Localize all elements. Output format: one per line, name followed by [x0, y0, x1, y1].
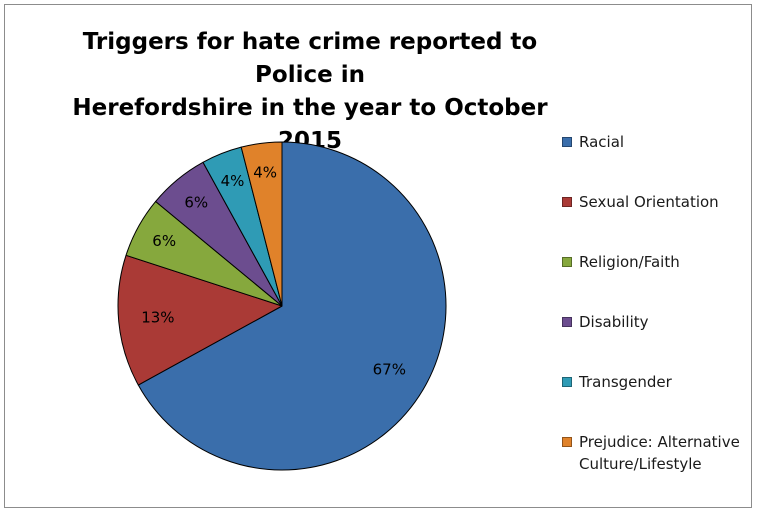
legend-label-religion-faith: Religion/Faith [579, 253, 680, 271]
legend-swatch-prejudice-alternative-culture [562, 437, 572, 447]
legend-item-sexual-orientation: Sexual Orientation [562, 188, 752, 248]
legend-swatch-disability [562, 317, 572, 327]
pie-label-prejudice-alternative-culture-lifestyle: 4% [253, 164, 277, 182]
chart-title-line-1: Triggers for hate crime reported to Poli… [82, 29, 538, 88]
chart-title: Triggers for hate crime reported to Poli… [40, 26, 580, 158]
pie-slice-prejudice-alternative-culture-lifestyle [240, 141, 283, 307]
pie-label-sexual-orientation: 13% [141, 309, 174, 327]
legend-item-racial: Racial [562, 128, 752, 188]
pie-slice-racial [137, 141, 447, 471]
legend-item-prejudice-alternative-culture: Prejudice: Alternative Culture/Lifestyle [562, 428, 752, 488]
legend-item-religion-faith: Religion/Faith [562, 248, 752, 308]
legend-label-racial: Racial [579, 133, 625, 151]
pie-label-religion-faith: 6% [152, 232, 176, 250]
legend-label-transgender: Transgender [579, 373, 672, 391]
legend-item-transgender: Transgender [562, 368, 752, 428]
legend-swatch-transgender [562, 377, 572, 387]
legend-label-prejudice-alternative-culture: Prejudice: Alternative Culture/Lifestyle [579, 433, 740, 473]
legend-label-disability: Disability [579, 313, 649, 331]
pie-label-transgender: 4% [221, 172, 245, 190]
legend-swatch-racial [562, 137, 572, 147]
pie-slice-sexual-orientation [117, 254, 283, 386]
legend-swatch-religion-faith [562, 257, 572, 267]
chart-title-line-2: Herefordshire in the year to October 201… [72, 95, 548, 154]
legend-item-disability: Disability [562, 308, 752, 368]
legend-swatch-sexual-orientation [562, 197, 572, 207]
pie-label-racial: 67% [373, 360, 406, 378]
legend-label-sexual-orientation: Sexual Orientation [579, 193, 719, 211]
legend: Racial Sexual Orientation Religion/Faith… [562, 128, 752, 488]
pie-label-disability: 6% [184, 193, 208, 211]
